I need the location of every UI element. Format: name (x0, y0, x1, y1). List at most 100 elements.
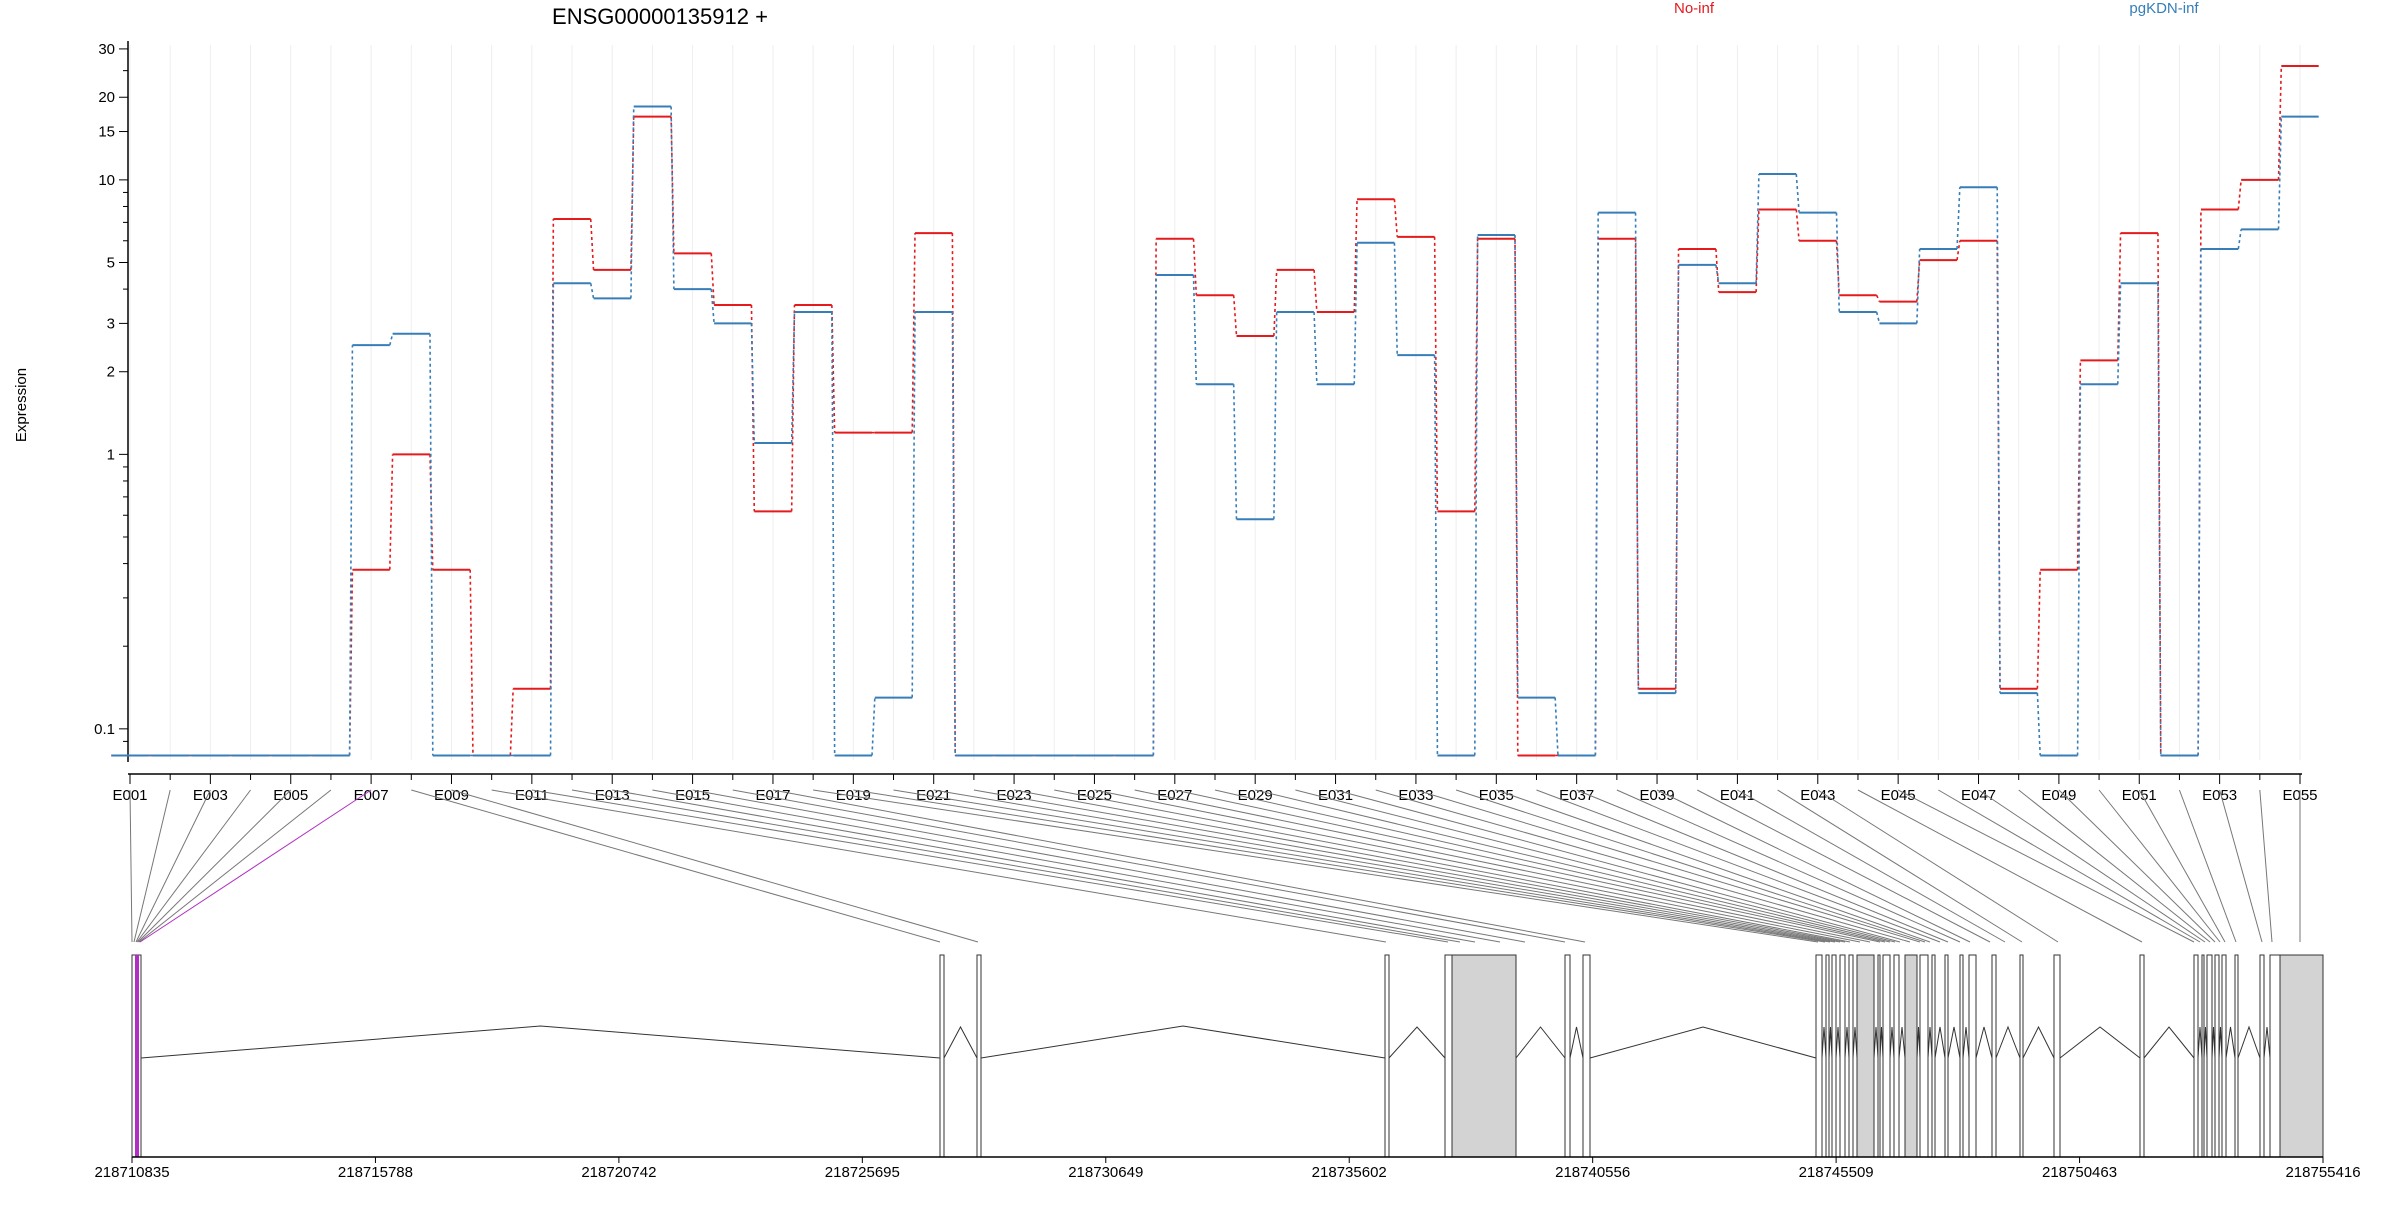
genomic-tick-label: 218725695 (825, 1164, 900, 1181)
exon-block (1893, 954, 1900, 1158)
exon-connector (1455, 789, 1926, 943)
exon-block (939, 954, 945, 1158)
exon-block (1877, 954, 1881, 1158)
exon-connector (136, 789, 251, 943)
exon-block (2221, 954, 2227, 1158)
exon-connector (133, 789, 171, 943)
level-connector (1795, 173, 1800, 213)
level-connector (1674, 264, 1680, 694)
intron (1852, 1026, 1858, 1059)
series-lines (111, 64, 2319, 757)
exon-block (1451, 954, 1517, 1158)
level-connector (871, 697, 876, 756)
genomic-tick-label: 218755416 (2285, 1164, 2360, 1181)
y-tick-label: 10 (98, 172, 115, 189)
level-connector (1273, 312, 1278, 520)
exon-connector (137, 789, 292, 943)
level-connector (1273, 269, 1278, 336)
exon-connector (491, 789, 1387, 943)
intron (1569, 1026, 1584, 1059)
legend-no-inf: No-inf (1674, 0, 1715, 17)
level-connector (831, 312, 836, 756)
exon-connector (1857, 789, 2143, 943)
y-tick-label: 2 (107, 364, 115, 381)
x-tick-label: E005 (273, 787, 308, 804)
intron (2237, 1025, 2261, 1059)
x-tick-label: E003 (193, 787, 228, 804)
level-connector (1393, 242, 1399, 356)
exon-block (2234, 954, 2239, 1158)
exon-connector (652, 789, 1501, 943)
level-connector (1313, 312, 1318, 385)
exon-connector (1978, 789, 2206, 943)
y-axis-title: Expression (13, 368, 30, 442)
x-tick-label: E031 (1318, 787, 1353, 804)
y-tick-label: 20 (98, 89, 115, 106)
level-connector (750, 323, 756, 444)
exon-block (1882, 954, 1891, 1158)
exon-block (2053, 954, 2061, 1158)
x-tick-label: E053 (2202, 787, 2237, 804)
level-connector (1634, 238, 1640, 689)
y-tick-label: 0.1 (94, 721, 115, 738)
exon-block (1931, 954, 1936, 1158)
exon-connector (411, 789, 941, 943)
exon-connector (135, 789, 211, 943)
genomic-tick-label: 218710835 (94, 1164, 169, 1181)
exon-connector (1656, 789, 1971, 943)
highlighted-exon (135, 955, 139, 1157)
exon-block (1959, 954, 1964, 1158)
exon-block (2201, 954, 2205, 1158)
exon-block (1919, 954, 1929, 1158)
exon-block (2259, 954, 2265, 1158)
level-connector (1433, 355, 1439, 756)
level-connector (2157, 283, 2162, 756)
x-tick-label: E037 (1559, 787, 1594, 804)
exon-connector (893, 789, 1831, 943)
exon-connector (1174, 789, 1881, 943)
exon-block (2193, 954, 2199, 1158)
x-tick-label: E047 (1961, 787, 1996, 804)
x-tick-label: E009 (434, 787, 469, 804)
exon-connector (933, 789, 1836, 943)
series-pgkdn-inf (111, 105, 2319, 757)
level-connector (1152, 275, 1157, 756)
level-connector (1514, 234, 1519, 698)
exon-connector (1054, 789, 1851, 943)
intron (1995, 1025, 2021, 1059)
gene-model: 218710835 218715788 218720742 218725695 2187… (94, 954, 2361, 1181)
level-connector (2116, 283, 2122, 385)
exon-block (1856, 954, 1875, 1158)
intron (1934, 1026, 1946, 1059)
intron (140, 1025, 941, 1059)
level-connector (509, 688, 514, 756)
exon-connector (692, 789, 1526, 943)
exon-block (2139, 954, 2145, 1158)
intron (943, 1025, 978, 1059)
exon-connector (1335, 789, 1901, 943)
level-connector (1514, 238, 1519, 756)
x-tick-label: E019 (836, 787, 871, 804)
exon-connector (1255, 789, 1891, 943)
exon-block (1944, 954, 1949, 1158)
intron (1388, 1026, 1446, 1059)
exon-connector (1134, 789, 1871, 943)
exon-block (1848, 954, 1854, 1158)
level-connector (388, 454, 394, 570)
y-tick-label: 3 (107, 315, 115, 332)
intron (2022, 1025, 2055, 1059)
level-connector (1473, 234, 1479, 756)
exon-connector (973, 789, 1841, 943)
exon-block (1444, 954, 1453, 1158)
exon-block (1839, 954, 1846, 1158)
x-tick-label: E029 (1238, 787, 1273, 804)
intron (1947, 1026, 1961, 1059)
x-tick-label: E045 (1881, 787, 1916, 804)
exon-connector (1295, 789, 1896, 943)
chart-title: ENSG00000135912 + (552, 4, 768, 29)
exon-connector (1938, 789, 2201, 943)
exon-block (976, 954, 982, 1158)
exon-connector (1777, 789, 2023, 943)
exon-block (1831, 954, 1837, 1158)
